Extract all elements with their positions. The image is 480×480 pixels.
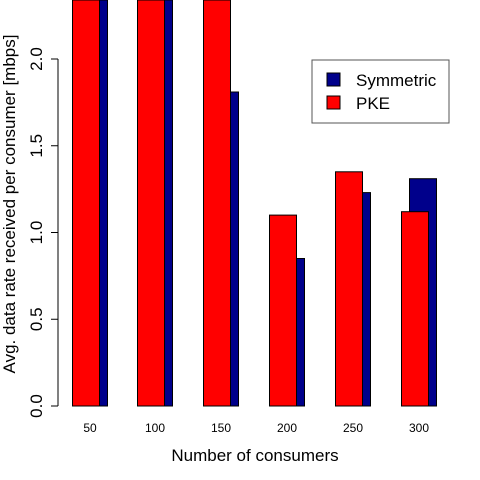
x-tick-label: 300 bbox=[409, 421, 429, 435]
y-tick-label: 2.0 bbox=[27, 47, 46, 71]
x-tick-label: 50 bbox=[83, 421, 97, 435]
bar-pke-250 bbox=[335, 171, 363, 407]
y-tick-label: 0.0 bbox=[27, 394, 46, 418]
y-tick-label: 0.5 bbox=[27, 307, 46, 331]
y-tick-label: 1.0 bbox=[27, 221, 46, 245]
x-tick-labels: 50 100 150 200 250 300 bbox=[83, 421, 429, 435]
y-ticks: 0.0 0.5 1.0 1.5 2.0 bbox=[27, 47, 58, 418]
bar-pke-100 bbox=[137, 0, 165, 407]
y-axis: 0.0 0.5 1.0 1.5 2.0 bbox=[27, 47, 59, 418]
x-axis-title: Number of consumers bbox=[171, 446, 338, 465]
bars bbox=[72, 0, 437, 407]
legend-swatch-symmetric bbox=[326, 72, 341, 87]
legend-swatch-pke bbox=[326, 95, 341, 110]
x-tick-label: 200 bbox=[277, 421, 297, 435]
bar-pke-150 bbox=[203, 0, 231, 407]
x-tick-label: 100 bbox=[145, 421, 165, 435]
legend-box bbox=[311, 59, 450, 124]
legend: Symmetric PKE bbox=[311, 59, 450, 124]
x-tick-label: 150 bbox=[211, 421, 231, 435]
bar-pke-50 bbox=[72, 0, 100, 407]
x-tick-label: 250 bbox=[343, 421, 363, 435]
legend-label-symmetric: Symmetric bbox=[356, 71, 437, 90]
plot-area bbox=[72, 0, 437, 407]
y-tick-label: 1.5 bbox=[27, 134, 46, 158]
y-axis-title: Avg. data rate received per consumer [mb… bbox=[0, 35, 19, 374]
bar-pke-300 bbox=[401, 211, 429, 407]
bar-pke-200 bbox=[269, 214, 297, 407]
legend-label-pke: PKE bbox=[356, 94, 390, 113]
